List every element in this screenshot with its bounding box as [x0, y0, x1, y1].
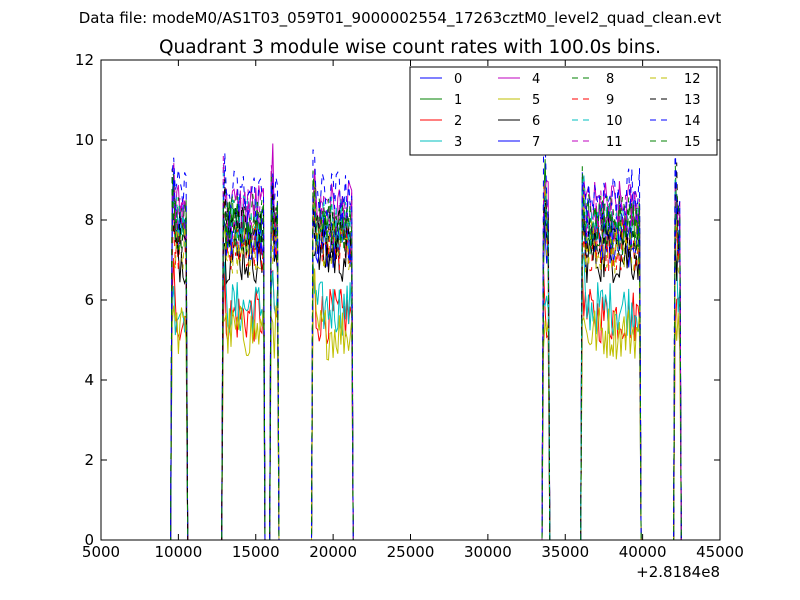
- x-offset-label: +2.8184e8: [636, 563, 720, 581]
- y-tick-label: 8: [84, 211, 94, 229]
- x-tick-label: 30000: [464, 543, 512, 561]
- series-line-2: [167, 257, 683, 540]
- series-line-15: [167, 170, 683, 540]
- legend-label-9: 9: [606, 93, 614, 108]
- legend-label-1: 1: [454, 93, 462, 108]
- y-tick-label: 2: [84, 451, 94, 469]
- legend-label-4: 4: [532, 72, 540, 87]
- legend-label-11: 11: [606, 135, 623, 150]
- legend-label-5: 5: [532, 93, 540, 108]
- y-tick-label: 4: [84, 371, 94, 389]
- legend-label-10: 10: [606, 114, 623, 129]
- series-line-12: [167, 182, 683, 540]
- legend-label-15: 15: [684, 135, 701, 150]
- series-line-13: [167, 162, 683, 540]
- x-tick-label: 25000: [387, 543, 435, 561]
- legend-label-6: 6: [532, 114, 540, 129]
- x-tick-label: 15000: [232, 543, 280, 561]
- legend-label-14: 14: [684, 114, 701, 129]
- legend-label-2: 2: [454, 114, 462, 129]
- series-layer: [167, 133, 683, 540]
- y-tick-label: 10: [75, 131, 94, 149]
- x-tick-label: 40000: [619, 543, 667, 561]
- legend-label-0: 0: [454, 72, 462, 87]
- series-line-14: [167, 133, 683, 540]
- x-tick-label: 45000: [696, 543, 744, 561]
- series-line-3: [167, 252, 683, 540]
- y-tick-label: 0: [84, 531, 94, 549]
- series-line-6: [167, 194, 683, 540]
- series-line-9: [167, 184, 683, 540]
- x-tick-label: 10000: [155, 543, 203, 561]
- series-line-5: [167, 268, 683, 540]
- x-tick-label: 5000: [82, 543, 120, 561]
- legend-label-7: 7: [532, 135, 540, 150]
- legend-label-8: 8: [606, 72, 614, 87]
- figure-suptitle: Data file: modeM0/AS1T03_059T01_90000025…: [78, 9, 722, 27]
- x-tick-label: 35000: [541, 543, 589, 561]
- x-tick-label: 20000: [309, 543, 357, 561]
- legend-label-3: 3: [454, 135, 462, 150]
- chart-title: Quadrant 3 module wise count rates with …: [158, 37, 662, 58]
- ticks-layer: 5000 10000 15000 20000 25000 30000 35000 40000 4…: [75, 51, 744, 561]
- y-tick-label: 12: [75, 51, 94, 69]
- legend-label-12: 12: [684, 72, 701, 87]
- legend-frame: [409, 66, 718, 156]
- legend-label-13: 13: [684, 93, 701, 108]
- y-tick-label: 6: [84, 291, 94, 309]
